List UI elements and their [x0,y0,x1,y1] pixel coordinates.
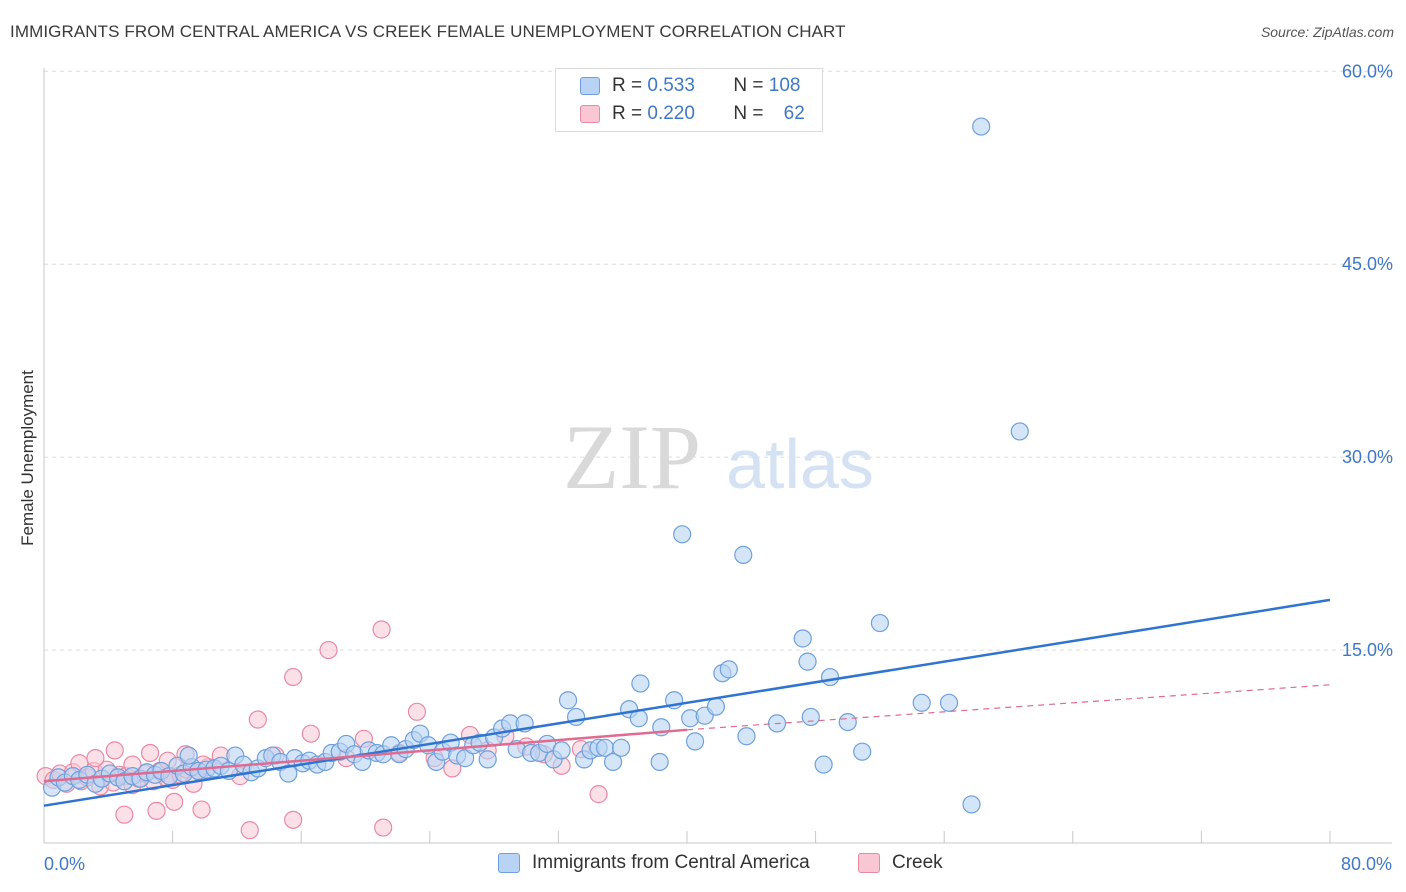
central-america-point [478,750,497,769]
central-america-point [820,667,840,687]
creek-point [284,667,303,687]
central-america-point [853,742,872,761]
central-america-point [552,741,571,760]
central-america-point [1010,422,1029,441]
central-america-point [912,693,931,712]
central-america-point [814,755,833,774]
central-america-point [962,795,981,814]
chart-title: IMMIGRANTS FROM CENTRAL AMERICA VS CREEK… [10,22,846,41]
central-america-point [673,525,692,544]
legend-swatch-blue [498,853,520,873]
legend-r-value: 0.533 [647,75,695,96]
central-america-point [706,697,726,716]
creek-trend-extension [686,684,1331,731]
legend-n-value: 62 [783,103,805,124]
central-america-point [798,652,817,671]
legend-r-label: R = [612,75,643,96]
creek-point [589,785,608,804]
central-america-point [838,712,857,732]
central-america-point [631,674,650,693]
legend-item-central-america[interactable]: Immigrants from Central America [498,852,810,874]
central-america-point [566,707,586,727]
x-tick-label: 80.0% [1341,854,1392,874]
central-america-point [939,693,959,712]
central-america-point [685,732,705,751]
y-tick-label: 60.0% [1342,61,1393,81]
central-america-point [603,752,623,772]
legend-r-label: R = [612,103,643,124]
creek-point [248,710,267,729]
legend-n-value: 108 [768,75,801,96]
creek-point [192,800,211,819]
central-america-point [456,749,475,768]
legend-swatch-blue [580,77,600,95]
legend-swatch-pink [580,105,600,123]
y-axis-label: Female Unemployment [18,370,37,546]
creek-point [374,818,393,837]
stats-legend: R = 0.533 N = 108 R = 0.220 N = 62 [555,68,823,132]
central-america-point [793,629,812,648]
creek-point [372,620,391,639]
creek-point [301,724,320,743]
series-legend: Immigrants from Central America Creek [0,852,1406,876]
central-america-point [719,660,738,679]
y-tick-label: 30.0% [1342,447,1393,467]
watermark-atlas: atlas [726,425,874,503]
central-america-point [650,752,669,772]
creek-point [407,702,427,721]
creek-point [105,741,124,760]
y-tick-label: 15.0% [1342,640,1393,660]
creek-point [240,821,259,840]
central-america-point [279,764,298,783]
creek-point [319,640,338,660]
legend-r-value: 0.220 [647,103,695,124]
central-america-point [734,545,753,564]
creek-point [147,801,166,820]
creek-point [86,749,105,768]
legend-row-pink: R = 0.220 N = 62 [580,101,805,127]
x-tick-label: 0.0% [44,854,85,874]
watermark-zip: ZIP [563,406,701,508]
central-america-point [558,691,578,710]
central-america-point [870,613,890,633]
central-america-point [737,727,756,746]
source-label: Source: ZipAtlas.com [1260,24,1394,40]
creek-trend-line [43,728,688,783]
creek-point [115,805,134,824]
creek-point [165,792,184,811]
central-america-point [801,707,820,727]
legend-series-name: Immigrants from Central America [532,852,810,873]
legend-swatch-pink [858,853,880,873]
central-america-point [972,117,991,136]
central-america-point [611,738,631,757]
legend-series-name: Creek [892,852,943,873]
y-tick-label: 45.0% [1342,254,1393,274]
creek-point [284,810,303,829]
legend-item-creek[interactable]: Creek [858,852,943,874]
central-america-point [179,746,198,765]
legend-row-blue: R = 0.533 N = 108 [580,73,800,99]
legend-n-label: N = [733,103,764,124]
legend-n-label: N = [733,75,764,96]
creek-point [140,743,160,763]
central-america-trend-line [43,598,1331,807]
